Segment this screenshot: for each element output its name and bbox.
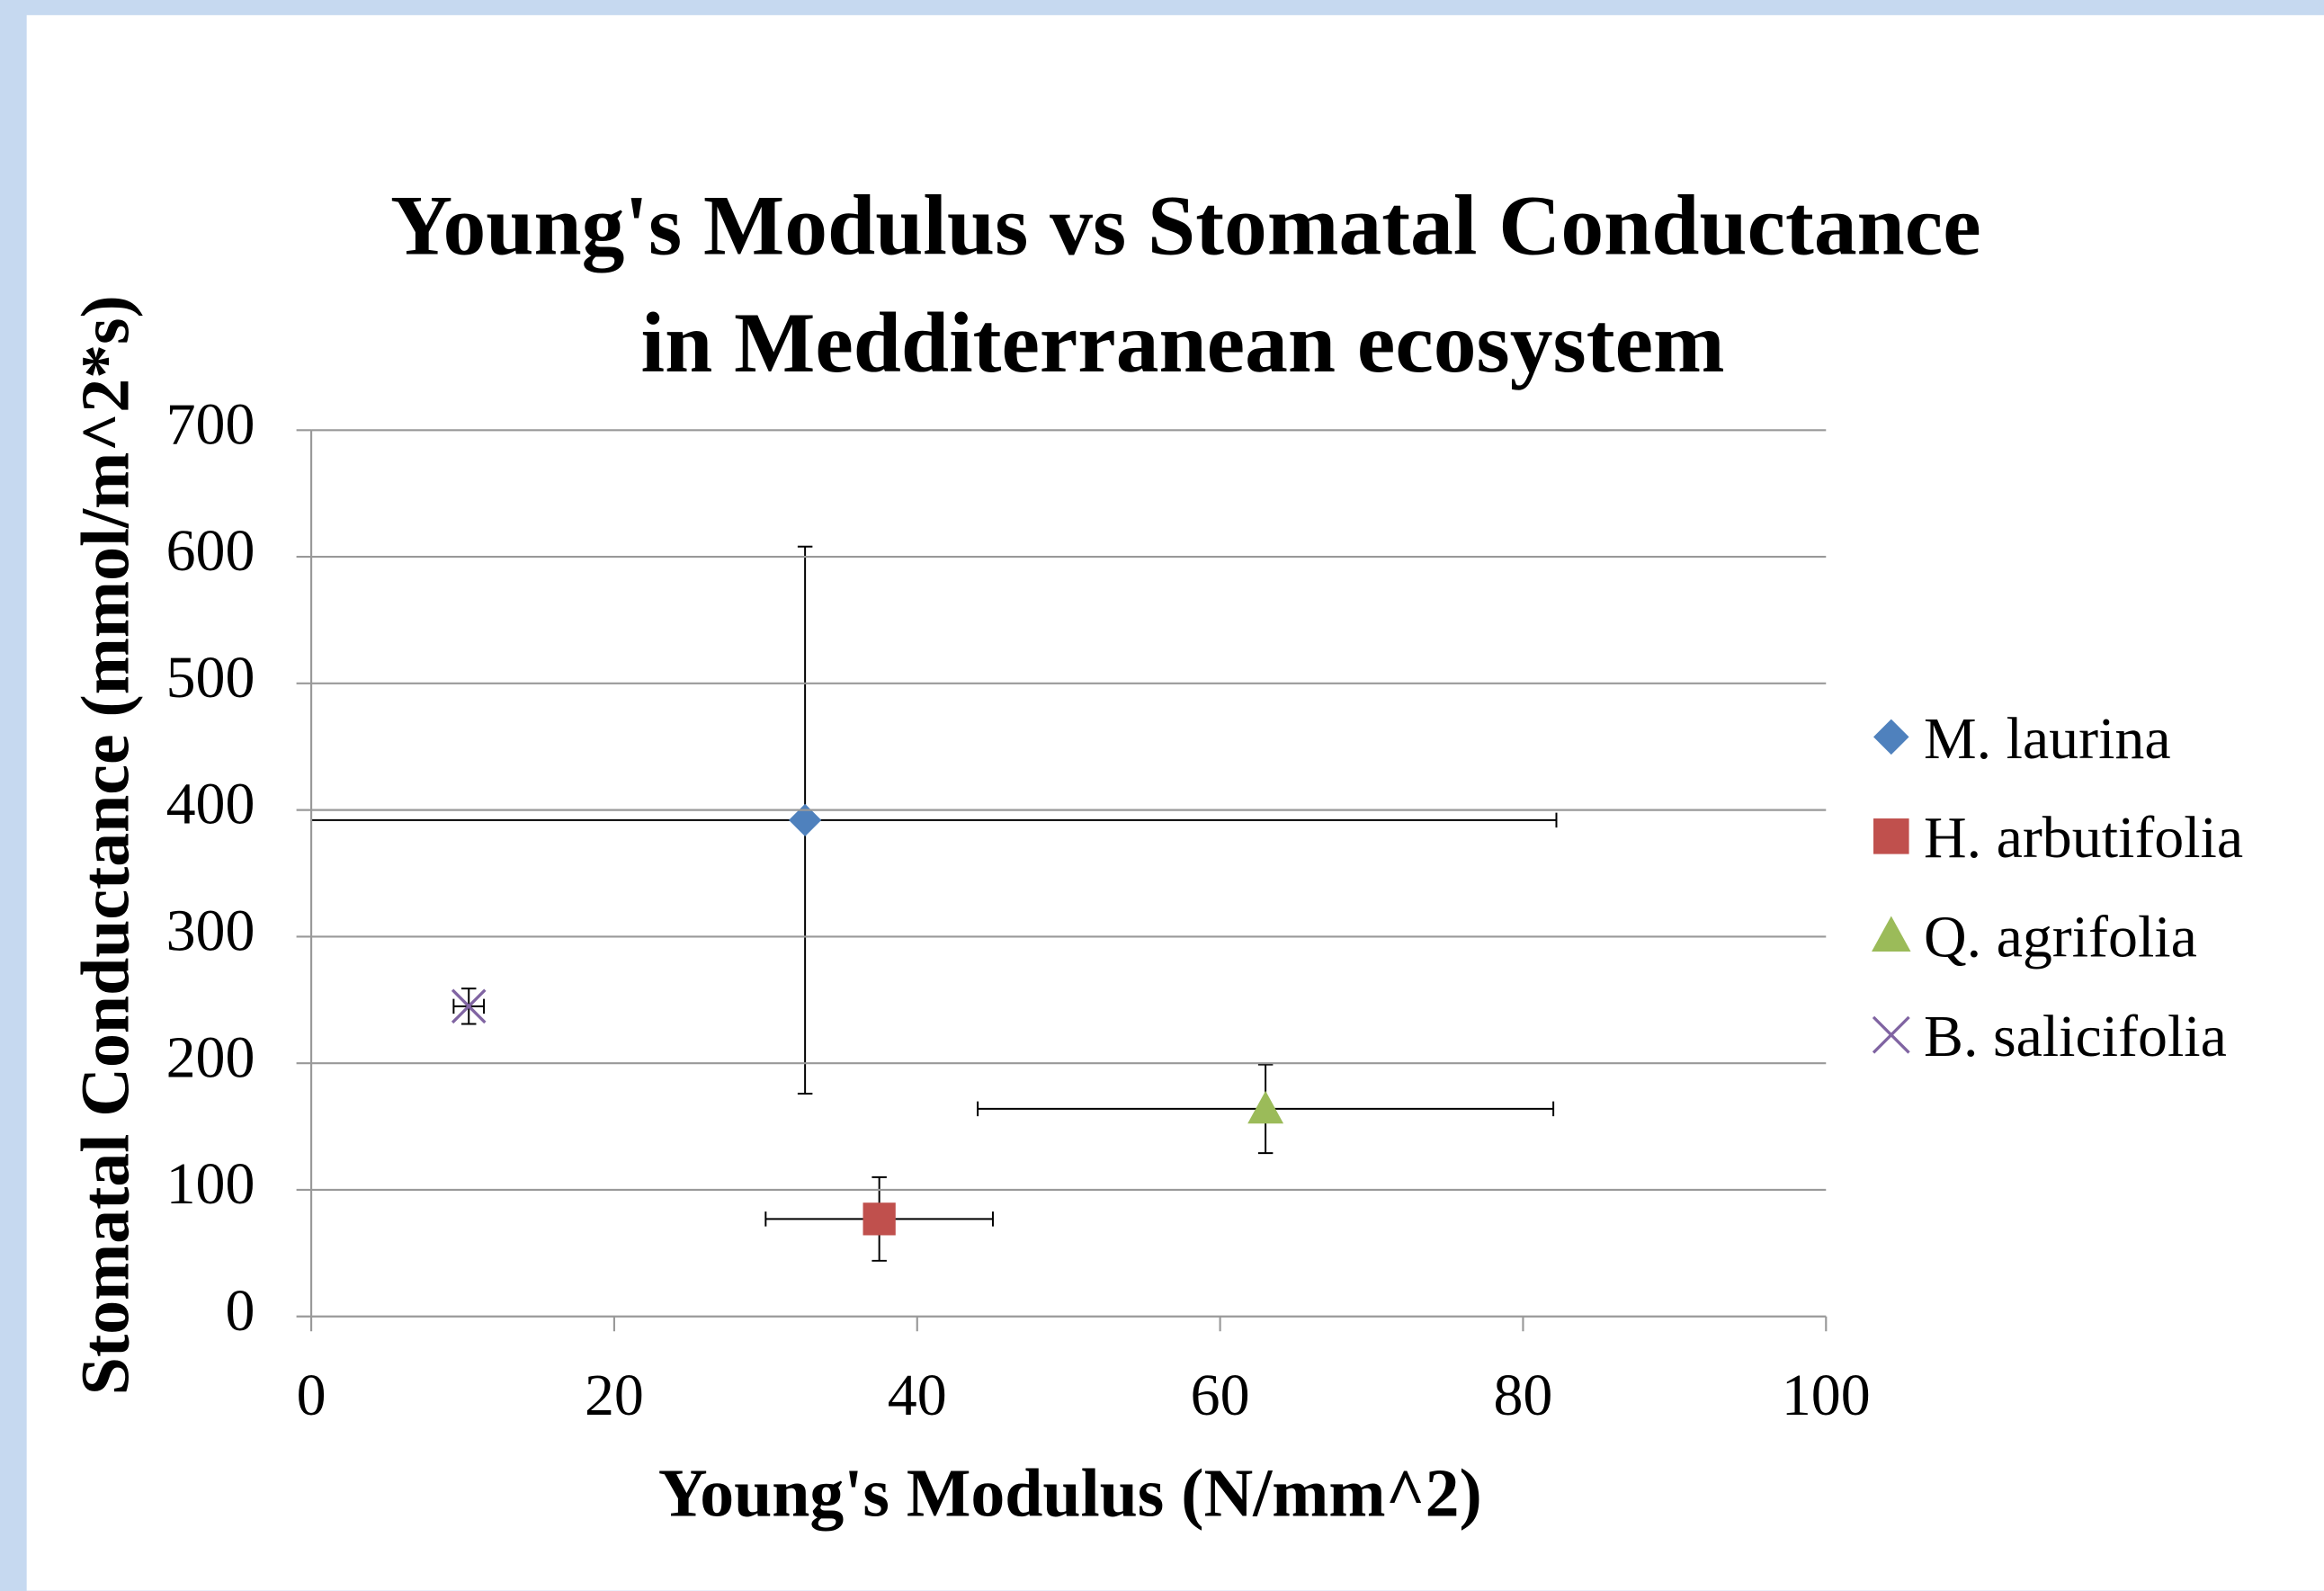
marker bbox=[1247, 1090, 1284, 1124]
x-tick-label: 80 bbox=[1493, 1363, 1552, 1428]
y-tick-label: 600 bbox=[166, 518, 255, 584]
y-tick-label: 700 bbox=[166, 391, 255, 457]
y-tick-label: 200 bbox=[166, 1024, 255, 1090]
y-axis-title: Stomatal Conductance (mmol/m^2*s) bbox=[68, 295, 144, 1395]
marker bbox=[788, 803, 822, 837]
x-tick-label: 40 bbox=[888, 1363, 947, 1428]
legend-marker bbox=[1873, 818, 1909, 854]
y-tick-label: 400 bbox=[166, 772, 255, 837]
marker bbox=[863, 1202, 896, 1236]
legend-label: H. arbutifolia bbox=[1924, 805, 2243, 871]
x-axis-title: Young's Modulus (N/mm^2) bbox=[658, 1455, 1482, 1531]
x-tick-label: 0 bbox=[297, 1363, 326, 1428]
marker bbox=[451, 988, 487, 1024]
chart-title: in Medditerranean ecosystem bbox=[641, 295, 1725, 390]
legend-marker bbox=[1872, 916, 1911, 952]
slide-background bbox=[26, 14, 2324, 1591]
y-tick-label: 0 bbox=[225, 1278, 255, 1344]
x-tick-label: 100 bbox=[1782, 1363, 1871, 1428]
legend-label: Q. agrifolia bbox=[1924, 905, 2197, 970]
plot-area bbox=[311, 545, 1558, 1262]
legend-marker bbox=[1872, 1015, 1910, 1054]
x-tick-label: 20 bbox=[585, 1363, 644, 1428]
legend-label: M. laurina bbox=[1924, 706, 2171, 772]
y-tick-label: 300 bbox=[166, 898, 255, 964]
x-tick-label: 60 bbox=[1191, 1363, 1250, 1428]
y-tick-label: 100 bbox=[166, 1151, 255, 1217]
legend-label: B. salicifolia bbox=[1924, 1004, 2227, 1069]
y-tick-label: 500 bbox=[166, 645, 255, 711]
chart-title: Young's Modulus vs Stomatal Conductance bbox=[390, 178, 1981, 273]
